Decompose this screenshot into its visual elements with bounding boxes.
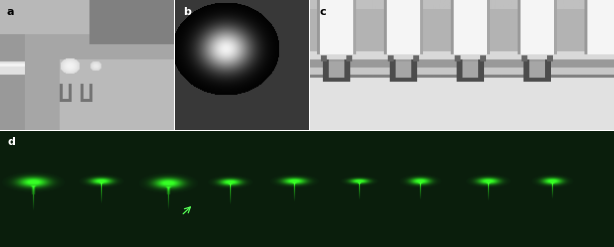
Text: c: c <box>319 6 326 17</box>
Text: a: a <box>7 6 14 17</box>
Text: d: d <box>7 137 15 147</box>
Text: b: b <box>183 6 191 17</box>
